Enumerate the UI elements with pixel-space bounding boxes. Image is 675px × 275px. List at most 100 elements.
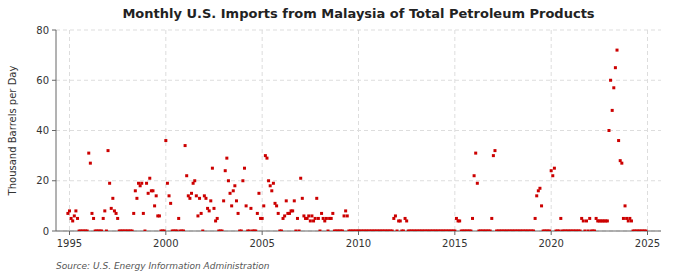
y-tick bbox=[52, 231, 56, 232]
point bbox=[310, 214, 313, 217]
point bbox=[330, 217, 333, 220]
point bbox=[193, 179, 196, 182]
point bbox=[612, 86, 615, 89]
point bbox=[314, 217, 317, 220]
point bbox=[163, 230, 166, 232]
grid-line bbox=[358, 30, 359, 231]
point bbox=[134, 189, 137, 192]
point bbox=[143, 230, 146, 232]
point bbox=[399, 219, 402, 222]
y-tick-label: 80 bbox=[36, 25, 49, 36]
point bbox=[471, 217, 474, 220]
point bbox=[535, 194, 538, 197]
y-axis-label: Thousand Barrels per Day bbox=[7, 66, 18, 197]
point bbox=[230, 204, 233, 207]
point bbox=[208, 209, 211, 212]
point bbox=[232, 189, 235, 192]
point bbox=[644, 230, 647, 232]
point bbox=[211, 167, 214, 170]
point bbox=[343, 214, 346, 217]
point bbox=[299, 177, 302, 180]
point bbox=[558, 230, 561, 232]
point bbox=[402, 230, 405, 232]
point bbox=[453, 230, 456, 232]
point bbox=[142, 212, 145, 215]
x-tick bbox=[454, 231, 455, 235]
point bbox=[74, 209, 77, 212]
point bbox=[201, 230, 204, 232]
point bbox=[86, 230, 89, 232]
point bbox=[315, 197, 318, 200]
point bbox=[224, 169, 227, 172]
point bbox=[609, 79, 612, 82]
point bbox=[212, 207, 215, 210]
point bbox=[158, 214, 161, 217]
y-tick-label: 60 bbox=[36, 75, 49, 86]
point bbox=[241, 179, 244, 182]
x-tick-label: 2005 bbox=[249, 238, 274, 249]
point bbox=[222, 199, 225, 202]
point bbox=[346, 214, 349, 217]
point bbox=[240, 230, 243, 232]
point bbox=[616, 49, 619, 52]
point bbox=[168, 194, 171, 197]
point bbox=[606, 219, 609, 222]
grid-line bbox=[551, 30, 552, 231]
point bbox=[476, 182, 479, 185]
point bbox=[538, 187, 541, 190]
point bbox=[204, 197, 207, 200]
point bbox=[140, 182, 143, 185]
point bbox=[256, 212, 259, 215]
y-tick-label: 20 bbox=[36, 175, 49, 186]
y-tick bbox=[52, 130, 56, 131]
point bbox=[320, 212, 323, 215]
point bbox=[249, 207, 252, 210]
grid-line bbox=[165, 30, 166, 231]
point bbox=[105, 230, 108, 232]
point bbox=[147, 192, 150, 195]
x-tick bbox=[551, 231, 552, 235]
point bbox=[177, 217, 180, 220]
point bbox=[469, 230, 472, 232]
point bbox=[277, 212, 280, 215]
x-tick bbox=[358, 231, 359, 235]
x-tick bbox=[647, 231, 648, 235]
point bbox=[551, 174, 554, 177]
point bbox=[630, 219, 633, 222]
point bbox=[176, 230, 179, 232]
point bbox=[624, 204, 627, 207]
point bbox=[396, 230, 399, 232]
point bbox=[71, 219, 74, 222]
point bbox=[185, 174, 188, 177]
point bbox=[87, 152, 90, 155]
point bbox=[155, 194, 158, 197]
point bbox=[111, 197, 114, 200]
point bbox=[492, 154, 495, 157]
point bbox=[550, 169, 553, 172]
point bbox=[248, 230, 251, 232]
point bbox=[275, 204, 278, 207]
x-tick-label: 2025 bbox=[635, 238, 660, 249]
point bbox=[107, 149, 110, 152]
point bbox=[473, 174, 476, 177]
point bbox=[309, 219, 312, 222]
point bbox=[254, 230, 257, 232]
point bbox=[216, 217, 219, 220]
point bbox=[391, 230, 394, 232]
point bbox=[102, 217, 105, 220]
point bbox=[325, 217, 328, 220]
grid bbox=[56, 30, 661, 231]
point bbox=[331, 212, 334, 215]
point bbox=[548, 230, 551, 232]
point bbox=[318, 230, 321, 232]
point bbox=[559, 217, 562, 220]
point bbox=[116, 217, 119, 220]
point bbox=[245, 204, 248, 207]
point bbox=[540, 204, 543, 207]
point bbox=[100, 230, 103, 232]
point bbox=[301, 197, 304, 200]
point bbox=[262, 204, 265, 207]
point bbox=[164, 139, 167, 142]
point bbox=[115, 212, 118, 215]
point bbox=[257, 192, 260, 195]
